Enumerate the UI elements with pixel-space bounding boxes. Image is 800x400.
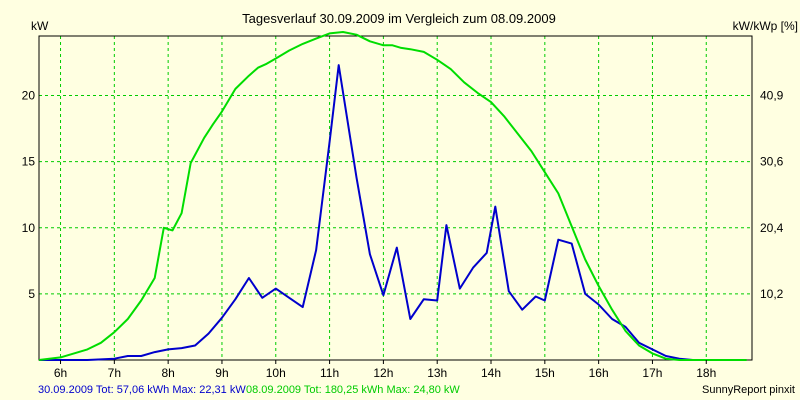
series-line-2 (38, 31, 747, 361)
y-left-tick-label: 15 (22, 155, 36, 169)
y-right-tick-label: 20,4 (760, 221, 784, 235)
x-tick-label: 10h (266, 366, 286, 380)
series-line-1 (39, 64, 720, 361)
y-axis-left-label: kW (31, 19, 49, 33)
y-right-tick-label: 30,6 (760, 155, 784, 169)
series-layer (38, 31, 747, 361)
x-tick-label: 9h (215, 366, 228, 380)
x-tick-label: 12h (373, 366, 393, 380)
x-tick-label: 11h (320, 366, 339, 380)
y-right-tick-label: 40,9 (760, 89, 784, 103)
plot-area-frame (38, 35, 753, 361)
axis-labels: 6h 7h 8h 9h 10h 11h 12h 13h 14h 15h 16h 17h 18h 5 10,2… (22, 89, 784, 380)
x-tick-label: 18h (696, 366, 716, 380)
credit-label: SunnyReport pinxit (702, 384, 795, 396)
x-tick-label: 6h (54, 366, 67, 380)
y-axis-right-label: kW/kWp [%] (733, 19, 798, 33)
x-tick-label: 14h (481, 366, 501, 380)
legend-series-1: 30.09.2009 Tot: 57,06 kWh Max: 22,31 kW (38, 384, 246, 396)
x-tick-label: 7h (108, 366, 121, 380)
y-left-tick-label: 10 (22, 221, 36, 235)
plot-border (38, 35, 753, 361)
legend-series-2: 08.09.2009 Tot: 180,25 kWh Max: 24,80 kW (246, 384, 460, 396)
x-tick-label: 13h (427, 366, 447, 380)
x-tick-label: 8h (161, 366, 174, 380)
x-tick-label: 15h (535, 366, 555, 380)
grid (39, 36, 752, 360)
x-tick-label: 17h (642, 366, 662, 380)
y-right-tick-label: 10,2 (760, 287, 784, 301)
y-left-tick-label: 5 (28, 287, 35, 301)
y-left-tick-label: 20 (22, 89, 36, 103)
chart-title: Tagesverlauf 30.09.2009 im Vergleich zum… (242, 11, 556, 26)
x-tick-label: 16h (589, 366, 609, 380)
